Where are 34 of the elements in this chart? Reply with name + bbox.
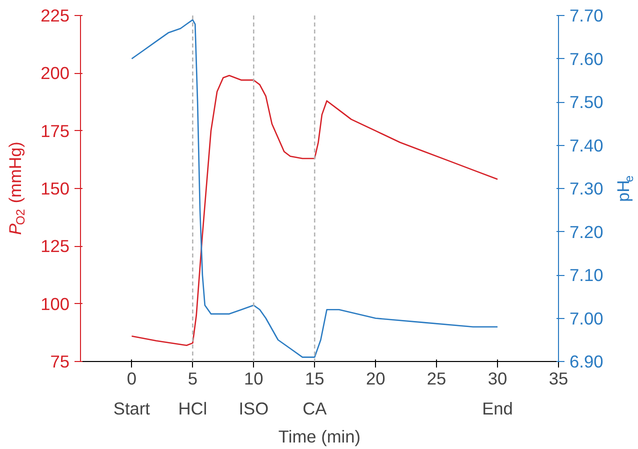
ref-line-label: HCl [178,398,208,418]
text: Start [113,398,150,418]
y-tick-label: 150 [40,178,70,198]
x-tick-label: 25 [426,368,446,388]
y-tick-label: 225 [40,6,70,26]
ref-line-label: ISO [238,398,269,418]
y2-tick-label: 7.10 [570,265,604,285]
ref-line-label: CA [302,398,328,418]
y2-axis-title: pHe [614,175,636,202]
x-tick-label: 30 [488,368,508,388]
y2-tick-label: 7.00 [570,308,604,328]
text: End [482,398,513,418]
y2-tick-label: 7.50 [570,92,604,112]
y-axis-title: PO2 (mmHg) [6,142,28,235]
y2-tick-label: 6.90 [570,352,604,372]
x-tick-label: 0 [126,368,137,388]
x-tick-label: 15 [304,368,324,388]
x-tick-label: 10 [244,368,264,388]
x-tick-label: 35 [548,368,568,388]
y2-tick-label: 7.20 [570,222,604,242]
y2-tick-label: 7.30 [570,178,604,198]
y2-tick-label: 7.40 [570,135,604,156]
y-tick-label: 200 [40,63,70,84]
x-axis-title: Time (min) [278,426,361,446]
y-tick-label: 100 [40,294,70,314]
x-tick-label: 20 [366,368,386,388]
line-series [131,19,498,358]
line-series [131,74,498,346]
y2-tick-label: 7.70 [570,6,604,26]
x-tick-label: 5 [188,368,198,388]
y2-tick-label: 7.60 [570,48,604,69]
y-tick-label: 125 [40,236,70,256]
y-tick-label: 75 [50,352,70,372]
y-tick-label: 175 [40,120,70,141]
